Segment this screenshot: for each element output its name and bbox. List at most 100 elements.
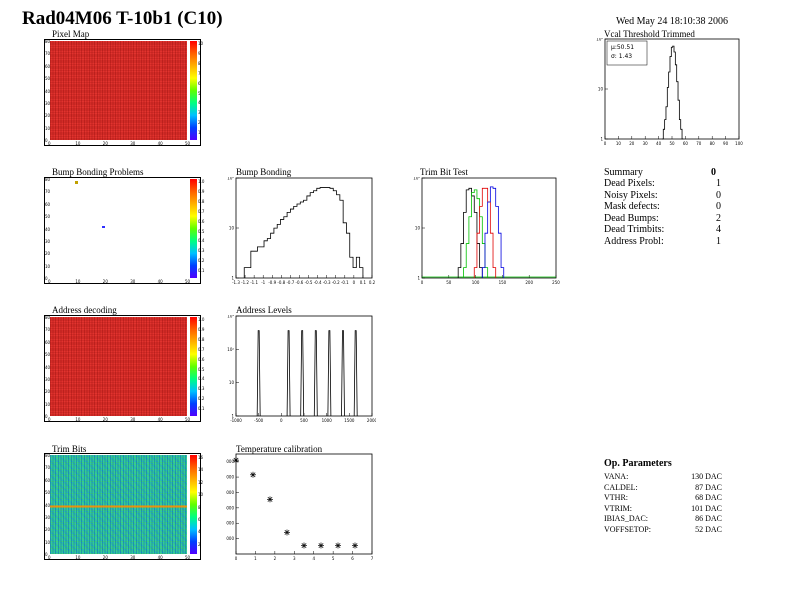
- op-parameter-label: VANA:: [604, 472, 629, 481]
- x-tick-label: 500: [300, 418, 308, 423]
- y-tick-label: 70: [45, 189, 51, 195]
- op-parameter-label: IBIAS_DAC:: [604, 514, 649, 523]
- bump-problems-palette: [190, 179, 197, 278]
- x-tick-label: 60: [683, 141, 689, 146]
- x-tick-label: -0.4: [314, 280, 322, 285]
- summary-label: Dead Bumps:: [604, 212, 659, 224]
- address-level-peak: [286, 330, 291, 417]
- plot-frame: [235, 177, 373, 279]
- palette-label: 10: [198, 41, 204, 46]
- y-tick-label: 2000: [226, 536, 234, 541]
- palette-label: 0.6: [198, 356, 205, 362]
- x-tick-label: 50: [185, 555, 191, 560]
- y-tick-label: 20: [45, 113, 51, 119]
- address-levels-histogram: -1000 -500 0 500 1000 1500 2000 1 10 10² 10³: [227, 315, 376, 423]
- pixel-map-panel: 0 10 20 30 40 50 0 10 20 30 40 50 60 70 80 10 9 8 7 6 5 4 3 2 1: [44, 39, 204, 146]
- y-tick-label: 10: [45, 125, 51, 131]
- y-tick-label: 10: [45, 539, 51, 545]
- x-tick-label: 50: [446, 280, 452, 285]
- pixel-map-heatmap: [50, 41, 187, 140]
- y-tick-label: 60: [45, 339, 51, 345]
- y-tick-label: 4000: [226, 521, 234, 526]
- summary-row: Mask defects: 0: [604, 201, 724, 213]
- x-tick-label: 50: [669, 141, 675, 146]
- pixel-map-title: Pixel Map: [52, 29, 90, 39]
- trim-bits-heatmap: [50, 455, 187, 554]
- trim-bits-title: Trim Bits: [52, 444, 87, 454]
- x-tick-label: 0: [421, 280, 424, 285]
- x-tick-label: 10: [75, 279, 81, 284]
- summary-value: 0: [716, 201, 721, 212]
- trim-bits-panel: 0 10 20 30 40 50 0 10 20 30 40 50 60 70 80 16 14 12 10 8 6 4 2: [44, 453, 204, 560]
- x-tick-label: 20: [629, 141, 635, 146]
- x-tick-label: 10: [75, 555, 81, 560]
- op-parameter-label: CALDEL:: [604, 482, 638, 492]
- data-point-stroke: [318, 543, 324, 548]
- x-tick-label: 30: [130, 141, 136, 146]
- x-tick-label: -1000: [230, 418, 242, 423]
- y-tick-label: 50: [45, 76, 51, 82]
- x-tick-label: 5: [332, 556, 335, 561]
- summary-total: 0: [711, 167, 716, 178]
- bump-problems-map: [50, 179, 187, 278]
- y-tick-label: 0: [45, 552, 48, 557]
- address-decoding-heatmap: [50, 317, 187, 416]
- summary-value: 1: [716, 235, 721, 247]
- x-tick-label: 20: [102, 141, 108, 146]
- summary-label: Dead Pixels:: [604, 178, 655, 189]
- y-tick-label: 30: [45, 376, 51, 382]
- op-parameter-row: CALDEL: 87 DAC: [604, 483, 722, 494]
- x-tick-label: 2: [274, 556, 277, 561]
- y-tick-label: 30: [45, 514, 51, 520]
- x-tick-label: 0: [48, 279, 51, 284]
- y-tick-label: 60: [45, 63, 51, 69]
- summary-title: Summary: [604, 167, 643, 178]
- y-tick-label: 60: [45, 477, 51, 483]
- palette-label: 4: [198, 100, 201, 106]
- timestamp: Wed May 24 18:10:38 2006: [616, 16, 728, 27]
- x-tick-label: -1: [261, 280, 265, 285]
- palette-label: 10: [198, 492, 204, 498]
- op-parameter-value: 86 DAC: [695, 514, 722, 523]
- x-tick-label: 0: [48, 555, 51, 560]
- y-tick-label: 0: [45, 276, 48, 281]
- x-tick-label: 0: [235, 556, 238, 561]
- x-tick-label: 0.2: [369, 280, 376, 285]
- palette-label: 0.1: [198, 268, 205, 274]
- summary-row: Dead Bumps: 2: [604, 213, 724, 225]
- plot-frame: [421, 177, 557, 279]
- y-tick-label: 10²: [227, 177, 234, 181]
- x-tick-label: -0.3: [323, 280, 331, 285]
- palette-label: 0.5: [198, 228, 205, 234]
- x-tick-label: 50: [185, 417, 191, 422]
- op-parameter-row: VANA: 130 DAC: [604, 472, 722, 483]
- x-tick-label: 1500: [344, 418, 355, 423]
- x-tick-label: 0: [280, 418, 283, 423]
- y-tick-label: 50: [45, 352, 51, 358]
- x-tick-label: 3: [293, 556, 296, 561]
- address-level-peak: [327, 330, 332, 417]
- x-tick-label: -1.3: [232, 280, 240, 285]
- y-tick-label: 80: [45, 315, 51, 320]
- palette-label: 3: [198, 110, 201, 116]
- x-tick-label: 20: [102, 555, 108, 560]
- palette-label: 0.8: [198, 336, 205, 342]
- y-tick-label: 50: [45, 490, 51, 496]
- palette-label: 6: [198, 516, 201, 522]
- palette-label: 14: [198, 467, 204, 473]
- x-tick-label: 200: [525, 280, 533, 285]
- data-point: [284, 529, 290, 536]
- x-tick-label: -0.5: [305, 280, 313, 285]
- palette-label: 5: [198, 90, 201, 96]
- bump-bonding-histogram: -1.3 -1.2 -1.1 -1 -0.9 -0.8 -0.7 -0.6 -0.5 -0.4 -0…: [227, 177, 376, 285]
- x-tick-label: 40: [157, 141, 163, 146]
- y-tick-label: 8000: [226, 490, 234, 495]
- y-tick-label: 70: [45, 51, 51, 57]
- trim-bit-series: [463, 189, 489, 278]
- palette-label: 2: [198, 541, 201, 547]
- y-tick-label: 10000: [226, 475, 234, 480]
- address-level-peak: [300, 330, 305, 417]
- x-tick-label: 7: [371, 556, 374, 561]
- y-tick-label: 10: [598, 87, 604, 92]
- vcal-histogram: μ:50.51 σ: 1.43 0 10 20 30 40 50 60 70 80 90 100 1 1…: [596, 38, 743, 146]
